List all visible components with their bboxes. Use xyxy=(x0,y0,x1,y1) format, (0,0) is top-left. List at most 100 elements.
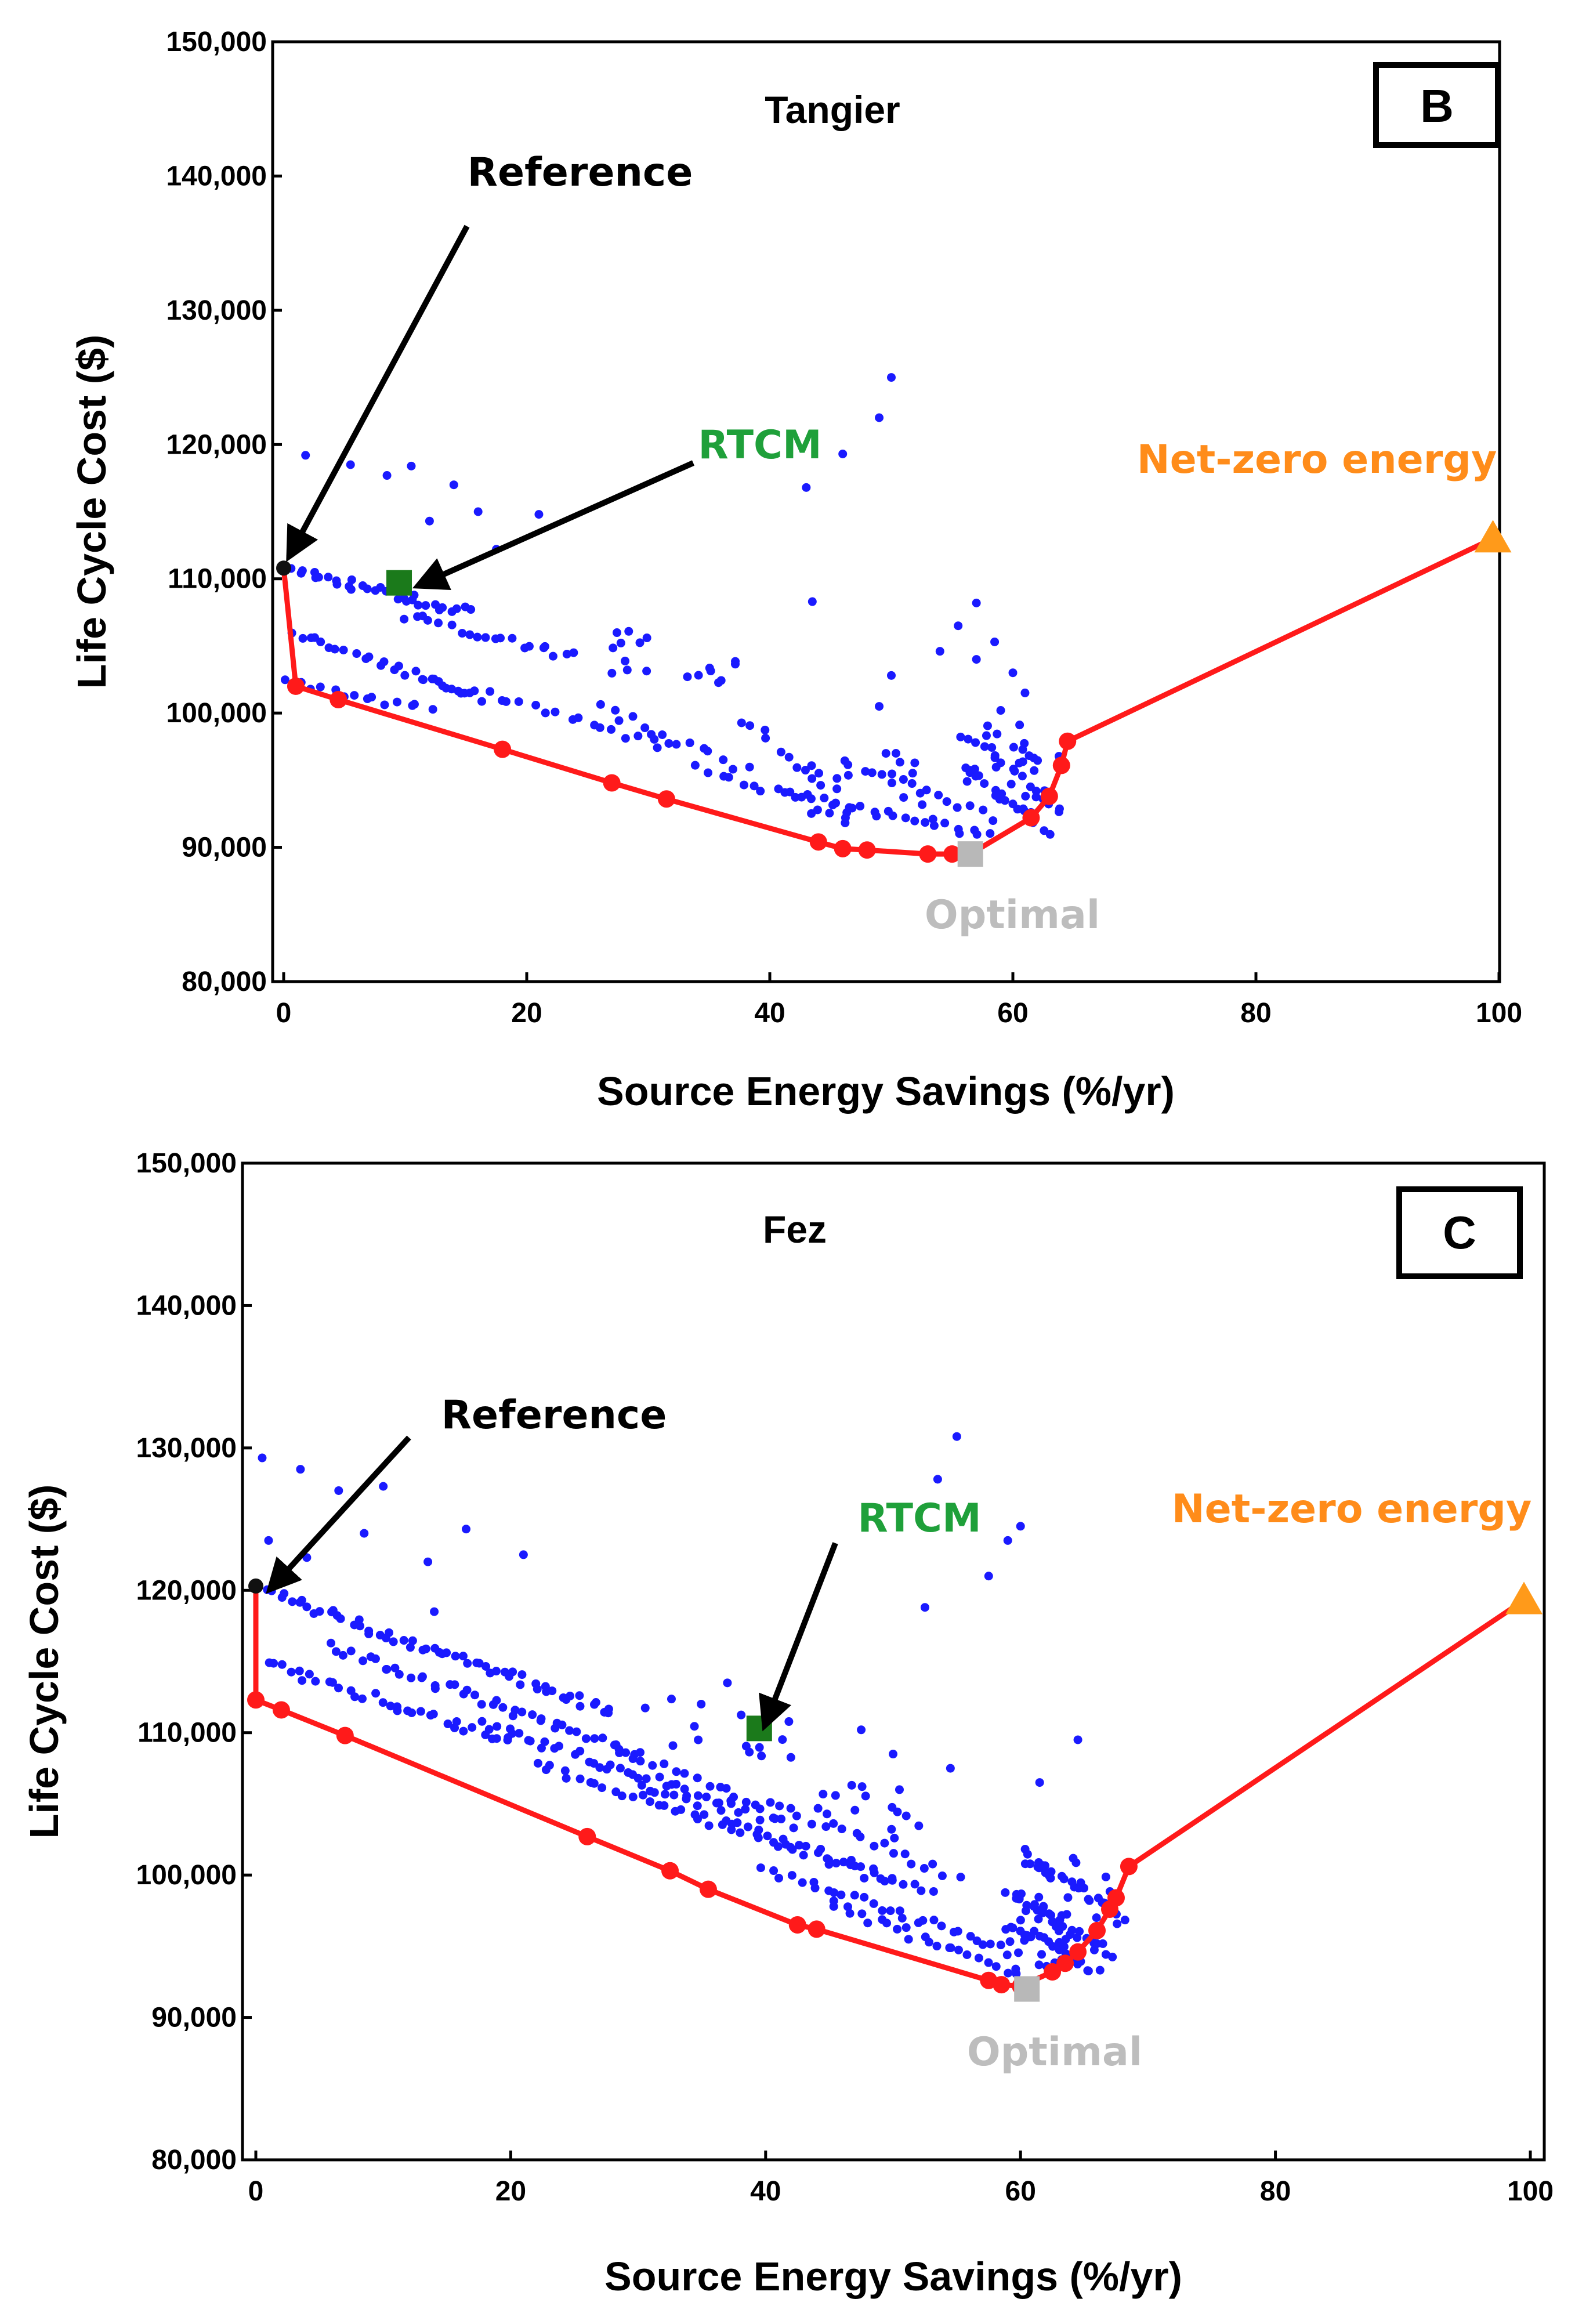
scatter-point xyxy=(642,634,651,643)
optimal-label: Optimal xyxy=(967,2029,1142,2075)
scatter-point xyxy=(540,1737,549,1746)
scatter-point xyxy=(888,1802,897,1812)
scatter-point xyxy=(296,569,306,578)
scatter-point xyxy=(356,1621,365,1631)
scatter-point xyxy=(996,1941,1005,1950)
scatter-point xyxy=(419,675,428,685)
scatter-point xyxy=(1059,1874,1069,1884)
scatter-point xyxy=(311,1677,320,1686)
pareto-point xyxy=(494,740,512,758)
scatter-point xyxy=(517,1670,527,1679)
scatter-point xyxy=(756,1863,765,1873)
scatter-point xyxy=(856,1832,865,1841)
chart-title: Fez xyxy=(763,1208,827,1251)
plot-frame xyxy=(241,1161,1546,2162)
scatter-point xyxy=(816,1844,825,1854)
scatter-point xyxy=(962,777,972,786)
y-tick-label: 110,000 xyxy=(137,1718,237,1749)
scatter-point xyxy=(569,648,578,657)
pareto-point xyxy=(919,845,937,863)
scatter-point xyxy=(481,633,490,642)
pareto-point xyxy=(993,1976,1011,1994)
pareto-point xyxy=(330,691,347,708)
panel-label-box xyxy=(1396,1186,1523,1279)
scatter-point xyxy=(889,1750,897,1759)
scatter-point xyxy=(819,1790,828,1799)
scatter-point xyxy=(881,749,890,758)
scatter-point xyxy=(824,1855,833,1865)
scatter-point xyxy=(867,768,877,777)
scatter-point xyxy=(566,1691,575,1700)
scatter-point xyxy=(548,651,557,661)
scatter-point xyxy=(714,1798,723,1808)
scatter-point xyxy=(1030,1927,1039,1936)
scatter-point xyxy=(786,1804,795,1813)
scatter-point xyxy=(900,1849,910,1859)
scatter-point xyxy=(524,642,534,651)
scatter-point xyxy=(728,765,737,774)
scatter-point xyxy=(642,667,651,676)
scatter-point xyxy=(421,1644,430,1653)
y-tick-label: 140,000 xyxy=(166,161,267,191)
y-tick-label: 80,000 xyxy=(182,966,267,997)
scatter-point xyxy=(503,1735,512,1744)
scatter-point xyxy=(895,1785,904,1794)
scatter-point xyxy=(980,742,989,751)
scatter-point xyxy=(899,775,908,784)
scatter-point xyxy=(750,781,759,791)
scatter-point xyxy=(962,1950,972,1960)
scatter-point xyxy=(733,1818,742,1827)
scatter-point xyxy=(389,1637,398,1646)
scatter-point xyxy=(807,1819,816,1829)
scatter-point xyxy=(330,645,339,654)
scatter-point xyxy=(743,1822,752,1831)
scatter-point xyxy=(1045,830,1055,839)
scatter-point xyxy=(1021,791,1030,801)
scatter-point xyxy=(739,780,748,790)
scatter-point xyxy=(991,762,1001,772)
scatter-point xyxy=(888,811,897,820)
scatter-point xyxy=(575,1746,585,1755)
scatter-point xyxy=(421,601,430,610)
scatter-point xyxy=(897,1913,907,1923)
scatter-point xyxy=(848,803,857,813)
scatter-point xyxy=(831,1791,840,1800)
scatter-point xyxy=(364,652,374,661)
scatter-point xyxy=(1030,766,1039,775)
scatter-point xyxy=(484,1725,494,1734)
scatter-point xyxy=(346,585,356,594)
pareto-point xyxy=(1022,809,1040,827)
chart-panel-c: 80,000 90,000 100,000 110,000 120,000 130,000… xyxy=(21,1148,1554,2299)
rtcm-label: RTCM xyxy=(857,1496,981,1541)
scatter-point xyxy=(857,1909,867,1918)
reference-arrow xyxy=(286,225,470,562)
scatter-point xyxy=(850,1805,860,1815)
rtcm-point xyxy=(386,570,412,596)
scatter-point xyxy=(443,1720,452,1729)
scatter-point xyxy=(458,629,467,638)
scatter-point xyxy=(980,779,989,788)
x-tick-label: 80 xyxy=(1240,998,1271,1029)
scatter-point xyxy=(399,1636,408,1645)
scatter-point xyxy=(685,738,694,747)
scatter-point xyxy=(1012,1969,1021,1978)
scatter-point xyxy=(869,1899,878,1908)
scatter-point xyxy=(462,1525,471,1534)
scatter-point xyxy=(363,584,372,593)
scatter-point xyxy=(287,1667,296,1677)
scatter-point xyxy=(430,1607,439,1616)
scatter-point xyxy=(693,1801,702,1811)
scatter-point xyxy=(379,1482,388,1491)
scatter-point xyxy=(899,1880,908,1889)
scatter-point xyxy=(562,649,571,658)
chart-title: Tangier xyxy=(765,88,900,131)
scatter-point xyxy=(889,1849,898,1858)
scatter-point xyxy=(841,813,850,823)
scatter-point xyxy=(346,1646,356,1656)
scatter-point xyxy=(1004,1968,1013,1978)
scatter-point xyxy=(1073,1933,1082,1942)
reference-label: Reference xyxy=(441,1392,667,1438)
scatter-point xyxy=(615,1748,624,1757)
scatter-point xyxy=(367,693,376,702)
scatter-point xyxy=(1108,1952,1117,1961)
